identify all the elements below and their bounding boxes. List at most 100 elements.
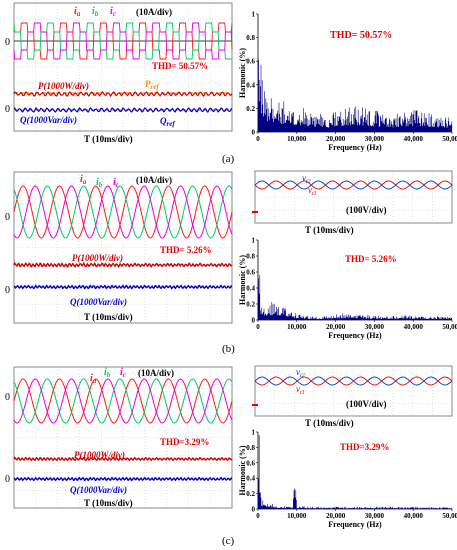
x-tick-label: 50,000 [442, 135, 457, 143]
x-tick-label: 20,000 [326, 512, 346, 520]
x-tick-label: 10,000 [287, 323, 307, 331]
y-tick-label: 0.8 [246, 253, 255, 261]
caption-b: (b) [222, 343, 235, 355]
trace-vt1 [254, 376, 453, 386]
label-ia: ia [74, 6, 81, 18]
thd-label: THD= 5.26% [160, 245, 212, 255]
thd-label: THD=3.29% [340, 442, 389, 452]
label-ic: ic [110, 6, 116, 18]
y-axis-label: Harmonic (%) [238, 445, 247, 495]
time-label: T (10ms/div) [84, 498, 133, 508]
panel-b-right-top: vt2 vt1 (100V/div) T (10ms/div) [252, 170, 453, 235]
trace-ic [13, 185, 233, 239]
spectrum-bars [257, 435, 453, 509]
label-vt2: vt2 [302, 173, 311, 185]
zero-mark-current: 0 [5, 392, 10, 403]
current-scale: (10A/div) [136, 175, 172, 185]
y-tick-label: 0.8 [246, 34, 255, 42]
x-axis-label: Frequency (Hz) [328, 143, 382, 152]
pref-label: Pref [145, 79, 159, 91]
x-tick-label: 40,000 [404, 512, 424, 520]
y-tick-label: 0.4 [246, 81, 255, 89]
trace-ib [13, 185, 233, 239]
panel-b-right-bottom: THD= 5.26% 0 10,000 20,000 30,000 40,000 50,0… [238, 237, 457, 341]
label-ib: ib [92, 6, 99, 18]
y-tick-label: 0.6 [246, 58, 255, 66]
y-tick-label: 0 [252, 317, 256, 325]
q-label: Q(1000Var/div) [70, 485, 127, 495]
scope-frame [254, 170, 453, 224]
current-traces [13, 22, 233, 60]
caption-c: (c) [222, 535, 235, 547]
scope-grid [14, 3, 232, 131]
caption-a: (a) [222, 153, 235, 165]
p-label: P(1000W/div) [74, 450, 125, 460]
x-tick-label: 50,000 [442, 512, 457, 520]
q-trace [13, 284, 232, 290]
thd-label: THD= 50.57% [152, 61, 208, 71]
x-tick-label: 10,000 [287, 512, 307, 520]
label-ib: ib [104, 367, 111, 379]
panel-c-left: 0 0 ia ib ic (10A/div) THD=3.29% P(1000W… [5, 366, 233, 509]
spectrum-bars [257, 274, 453, 320]
current-traces [13, 378, 233, 424]
panel-c-right-bottom: THD=3.29% 0 10,000 20,000 30,000 40,000 50,00… [238, 429, 457, 530]
p-label: P(1000W/div) [38, 81, 89, 91]
zero-mark-power: 0 [5, 104, 10, 115]
y-tick-label: 0.8 [246, 444, 255, 452]
voltage-scale: (100V/div) [346, 399, 387, 409]
label-vt1: vt1 [308, 185, 317, 197]
x-axis-label: Frequency (Hz) [328, 520, 382, 529]
current-traces [13, 185, 233, 239]
y-tick-label: 0 [252, 506, 256, 514]
panel-a-left: 0 0 ia ib ic (10A/div) THD= 50.57% P(100… [5, 2, 233, 144]
trace-vt1 [254, 180, 453, 190]
panel-a-right: THD= 50.57% 0 10,000 20,000 30,000 40,000 50,… [238, 11, 457, 153]
label-vt2: vt2 [296, 367, 305, 379]
x-tick-label: 10,000 [287, 135, 307, 143]
q-label: Q(1000Var/div) [70, 297, 127, 307]
panel-c-right-top: vt2 vt1 (100V/div) T (10ms/div) [252, 365, 453, 428]
trace-q [13, 476, 233, 482]
trace-q [13, 107, 233, 113]
label-ic: ic [120, 367, 126, 379]
x-tick-label: 40,000 [404, 323, 424, 331]
trace-ic [13, 22, 233, 60]
trace-p [13, 261, 233, 268]
y-axis-label: Harmonic (%) [238, 48, 247, 98]
x-tick-label: 40,000 [404, 135, 424, 143]
zero-mark-current: 0 [5, 212, 10, 223]
p-label: P(1000W/div) [72, 253, 123, 263]
time-label: T (10ms/div) [84, 134, 133, 144]
y-tick-label: 1 [252, 11, 256, 19]
x-tick-label: 20,000 [326, 323, 346, 331]
label-ia: ia [80, 174, 87, 186]
label-ia: ia [90, 373, 97, 385]
p-trace [13, 261, 233, 268]
label-ib: ib [96, 177, 103, 189]
x-tick-label: 50,000 [442, 323, 457, 331]
trace-ib [13, 378, 233, 424]
x-axis-label: Frequency (Hz) [328, 331, 382, 340]
thd-label: THD= 50.57% [330, 30, 392, 41]
y-tick-label: 0.4 [246, 475, 255, 483]
x-tick-label: 0 [256, 323, 260, 331]
voltage-traces [254, 180, 453, 190]
zero-mark-current: 0 [5, 37, 10, 48]
p-trace [13, 91, 233, 98]
panel-b-left: 0 0 ia ib ic (10A/div) THD= 5.26% P(1000… [5, 171, 233, 324]
trace-q [13, 284, 232, 290]
y-tick-label: 0 [252, 129, 256, 137]
current-scale: (10A/div) [136, 7, 172, 17]
y-tick-label: 0.2 [246, 105, 255, 113]
zero-mark-power: 0 [5, 474, 10, 485]
label-vt1: vt1 [296, 384, 305, 396]
time-label: T (10ms/div) [84, 312, 133, 322]
trace-ic [13, 378, 233, 424]
x-tick-label: 20,000 [326, 135, 346, 143]
zero-mark-power: 0 [5, 285, 10, 296]
scope-grid [255, 366, 452, 416]
y-tick-label: 0.6 [246, 459, 255, 467]
y-tick-label: 0.6 [246, 269, 255, 277]
